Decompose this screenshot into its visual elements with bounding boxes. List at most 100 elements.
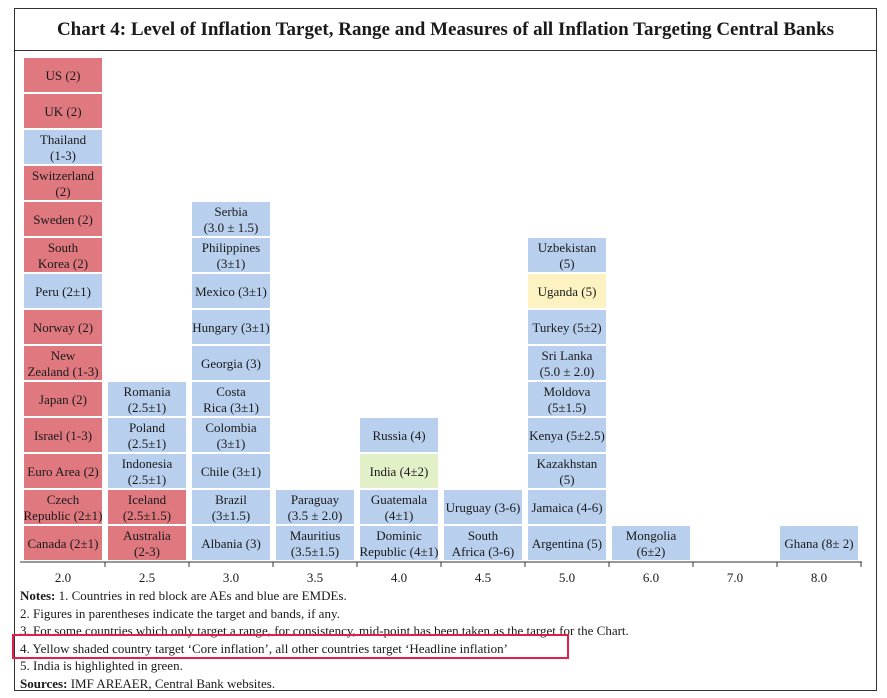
country-label: Georgia (3) xyxy=(201,356,261,371)
country-cell-us: US (2) xyxy=(24,58,102,92)
country-label: South xyxy=(48,240,79,255)
country-label: (3±1) xyxy=(217,436,246,451)
country-block xyxy=(528,526,606,560)
country-block xyxy=(528,418,606,452)
country-label: Guatemala xyxy=(371,492,428,507)
country-cell-australia: Australia(2-3) xyxy=(108,526,186,560)
country-label: Serbia xyxy=(214,204,247,219)
country-cell-mongolia: Mongolia(6±2) xyxy=(612,526,690,560)
notes-section: Notes: 1. Countries in red block are AEs… xyxy=(20,587,629,692)
note-5: 5. India is highlighted in green. xyxy=(20,658,183,673)
country-block xyxy=(444,526,522,560)
country-cell-india: India (4±2) xyxy=(360,454,438,488)
country-cell-kenya: Kenya (5±2.5) xyxy=(528,418,606,452)
country-label: Romania xyxy=(124,384,171,399)
country-label: (5±1.5) xyxy=(548,400,587,415)
country-cell-argentina: Argentina (5) xyxy=(528,526,606,560)
country-block xyxy=(24,94,102,128)
country-label: Sri Lanka xyxy=(542,348,593,363)
title-divider xyxy=(14,50,877,51)
country-block xyxy=(528,238,606,272)
note-1-text: 1. Countries in red block are AEs and bl… xyxy=(55,588,347,603)
country-label: US (2) xyxy=(45,68,80,83)
country-cell-jamaica: Jamaica (4-6) xyxy=(528,490,606,524)
country-cell-uganda: Uganda (5) xyxy=(528,274,606,308)
country-label: Czech xyxy=(47,492,80,507)
country-block xyxy=(528,346,606,380)
country-block xyxy=(24,274,102,308)
country-cell-colombia: Colombia(3±1) xyxy=(192,418,270,452)
country-label: Brazil xyxy=(215,492,247,507)
country-label: (3±1.5) xyxy=(212,508,251,523)
country-label: (5) xyxy=(559,472,574,487)
country-label: (5.0 ± 2.0) xyxy=(540,364,595,379)
note-1: Notes: 1. Countries in red block are AEs… xyxy=(20,587,629,605)
country-block xyxy=(360,418,438,452)
country-cell-japan: Japan (2) xyxy=(24,382,102,416)
country-block xyxy=(192,454,270,488)
country-block xyxy=(24,490,102,524)
country-block xyxy=(528,274,606,308)
country-cell-mexico: Mexico (3±1) xyxy=(192,274,270,308)
country-block xyxy=(192,418,270,452)
country-cell-turkey: Turkey (5±2) xyxy=(528,310,606,344)
country-cell-moldova: Moldova(5±1.5) xyxy=(528,382,606,416)
x-tick-label: 5.0 xyxy=(559,570,575,585)
country-block xyxy=(24,310,102,344)
country-label: (2-3) xyxy=(134,544,160,559)
country-label: Russia (4) xyxy=(372,428,425,443)
country-cell-poland: Poland(2.5±1) xyxy=(108,418,186,452)
sources-line: Sources: IMF AREAER, Central Bank websit… xyxy=(20,675,629,693)
sources-text: IMF AREAER, Central Bank websites. xyxy=(67,675,276,691)
country-label: Dominic xyxy=(376,528,422,543)
country-cell-peru: Peru (2±1) xyxy=(24,274,102,308)
x-tick-label: 6.0 xyxy=(643,570,659,585)
country-label: Ghana (8± 2) xyxy=(784,536,853,551)
country-label: (1-3) xyxy=(50,148,76,163)
country-block xyxy=(24,454,102,488)
country-cell-sri-lanka: Sri Lanka(5.0 ± 2.0) xyxy=(528,346,606,380)
country-block xyxy=(192,310,270,344)
country-label: Australia xyxy=(123,528,171,543)
country-block xyxy=(192,274,270,308)
country-label: Japan (2) xyxy=(39,392,87,407)
x-tick-label: 4.0 xyxy=(391,570,407,585)
country-cell-brazil: Brazil(3±1.5) xyxy=(192,490,270,524)
country-label: Moldova xyxy=(544,384,591,399)
country-label: Chile (3±1) xyxy=(201,464,261,479)
country-label: Rica (3±1) xyxy=(203,400,259,415)
country-block xyxy=(360,490,438,524)
country-cell-chile: Chile (3±1) xyxy=(192,454,270,488)
country-cell-israel: Israel (1-3) xyxy=(24,418,102,452)
country-cell-guatemala: Guatemala(4±1) xyxy=(360,490,438,524)
country-label: Argentina (5) xyxy=(532,536,602,551)
country-label: Republic (2±1) xyxy=(24,508,103,523)
country-label: Mongolia xyxy=(626,528,677,543)
country-label: New xyxy=(51,348,76,363)
country-label: Zealand (1-3) xyxy=(27,364,98,379)
country-cell-romania: Romania(2.5±1) xyxy=(108,382,186,416)
country-cell-paraguay: Paraguay(3.5 ± 2.0) xyxy=(276,490,354,524)
country-label: Israel (1-3) xyxy=(34,428,92,443)
country-cell-indonesia: Indonesia(2.5±1) xyxy=(108,454,186,488)
chart-title: Chart 4: Level of Inflation Target, Rang… xyxy=(56,19,835,40)
country-label: Philippines xyxy=(202,240,261,255)
country-block xyxy=(24,346,102,380)
country-block xyxy=(276,526,354,560)
country-block xyxy=(24,58,102,92)
country-cell-sweden: Sweden (2) xyxy=(24,202,102,236)
country-block xyxy=(24,166,102,200)
country-block xyxy=(276,490,354,524)
country-block xyxy=(360,526,438,560)
country-cell-uzbekistan: Uzbekistan(5) xyxy=(528,238,606,272)
country-label: Uruguay (3-6) xyxy=(446,500,521,515)
country-block xyxy=(528,454,606,488)
x-tick-label: 3.0 xyxy=(223,570,239,585)
country-block xyxy=(108,454,186,488)
country-cell-uk: UK (2) xyxy=(24,94,102,128)
